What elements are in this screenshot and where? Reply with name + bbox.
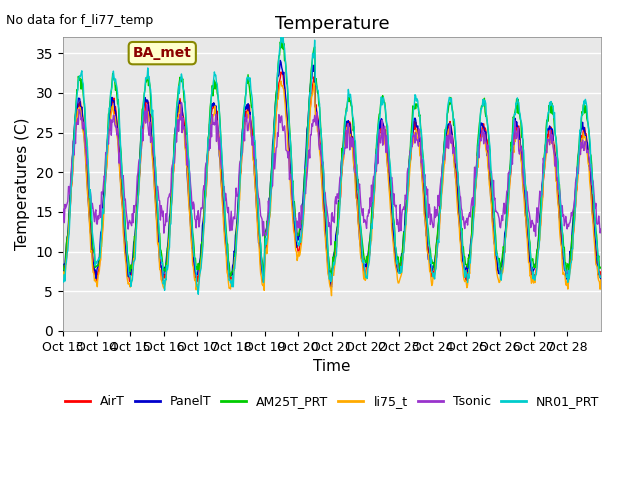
AirT <box>277 69 285 75</box>
AirT <box>419 176 426 182</box>
AM25T_PRT <box>122 237 130 243</box>
AM25T_PRT <box>419 150 426 156</box>
AM25T_PRT <box>248 105 256 111</box>
PanelT <box>276 58 284 63</box>
li75_t <box>419 184 426 190</box>
Tsonic <box>597 227 605 232</box>
AirT <box>221 226 228 231</box>
NR01_PRT <box>222 228 230 233</box>
li75_t <box>221 240 228 246</box>
AM25T_PRT <box>59 262 67 268</box>
AirT <box>122 249 130 255</box>
PanelT <box>388 224 396 229</box>
PanelT <box>221 232 228 238</box>
li75_t <box>277 78 285 84</box>
Legend: AirT, PanelT, AM25T_PRT, li75_t, Tsonic, NR01_PRT: AirT, PanelT, AM25T_PRT, li75_t, Tsonic,… <box>60 390 604 413</box>
AM25T_PRT <box>269 148 276 154</box>
li75_t <box>122 262 130 267</box>
PanelT <box>597 276 605 282</box>
NR01_PRT <box>59 278 67 284</box>
Line: PanelT: PanelT <box>63 60 601 287</box>
Line: AirT: AirT <box>63 72 601 288</box>
X-axis label: Time: Time <box>313 359 351 374</box>
Tsonic <box>122 207 130 213</box>
Text: No data for f_li77_temp: No data for f_li77_temp <box>6 14 154 27</box>
Tsonic <box>327 242 335 248</box>
Tsonic <box>248 143 256 148</box>
Tsonic <box>269 183 276 189</box>
AirT <box>248 123 255 129</box>
NR01_PRT <box>248 96 256 101</box>
li75_t <box>59 274 67 280</box>
NR01_PRT <box>597 274 605 279</box>
AM25T_PRT <box>597 264 605 270</box>
AirT <box>597 269 605 275</box>
li75_t <box>248 135 255 141</box>
AM25T_PRT <box>227 273 234 279</box>
AirT <box>59 271 67 276</box>
Tsonic <box>177 99 185 105</box>
Line: li75_t: li75_t <box>63 81 601 296</box>
PanelT <box>268 161 276 167</box>
AM25T_PRT <box>388 201 396 207</box>
PanelT <box>328 284 335 290</box>
NR01_PRT <box>419 154 426 159</box>
Tsonic <box>222 191 230 196</box>
Line: Tsonic: Tsonic <box>63 102 601 245</box>
Title: Temperature: Temperature <box>275 15 389 33</box>
PanelT <box>419 180 426 186</box>
Tsonic <box>388 184 396 190</box>
NR01_PRT <box>277 34 285 40</box>
AirT <box>268 175 276 181</box>
AirT <box>327 285 335 291</box>
Line: NR01_PRT: NR01_PRT <box>63 37 601 294</box>
li75_t <box>597 277 605 283</box>
PanelT <box>59 271 67 277</box>
Tsonic <box>59 216 67 221</box>
Text: BA_met: BA_met <box>133 46 192 60</box>
Line: AM25T_PRT: AM25T_PRT <box>63 40 601 276</box>
li75_t <box>328 293 335 299</box>
AM25T_PRT <box>278 37 285 43</box>
li75_t <box>268 182 276 188</box>
AM25T_PRT <box>221 209 228 215</box>
li75_t <box>388 233 396 239</box>
NR01_PRT <box>388 201 396 207</box>
AirT <box>388 220 396 226</box>
PanelT <box>122 256 130 262</box>
Tsonic <box>419 170 426 176</box>
NR01_PRT <box>122 237 130 242</box>
Y-axis label: Temperatures (C): Temperatures (C) <box>15 118 30 251</box>
PanelT <box>248 133 255 139</box>
NR01_PRT <box>195 291 202 297</box>
NR01_PRT <box>269 161 276 167</box>
